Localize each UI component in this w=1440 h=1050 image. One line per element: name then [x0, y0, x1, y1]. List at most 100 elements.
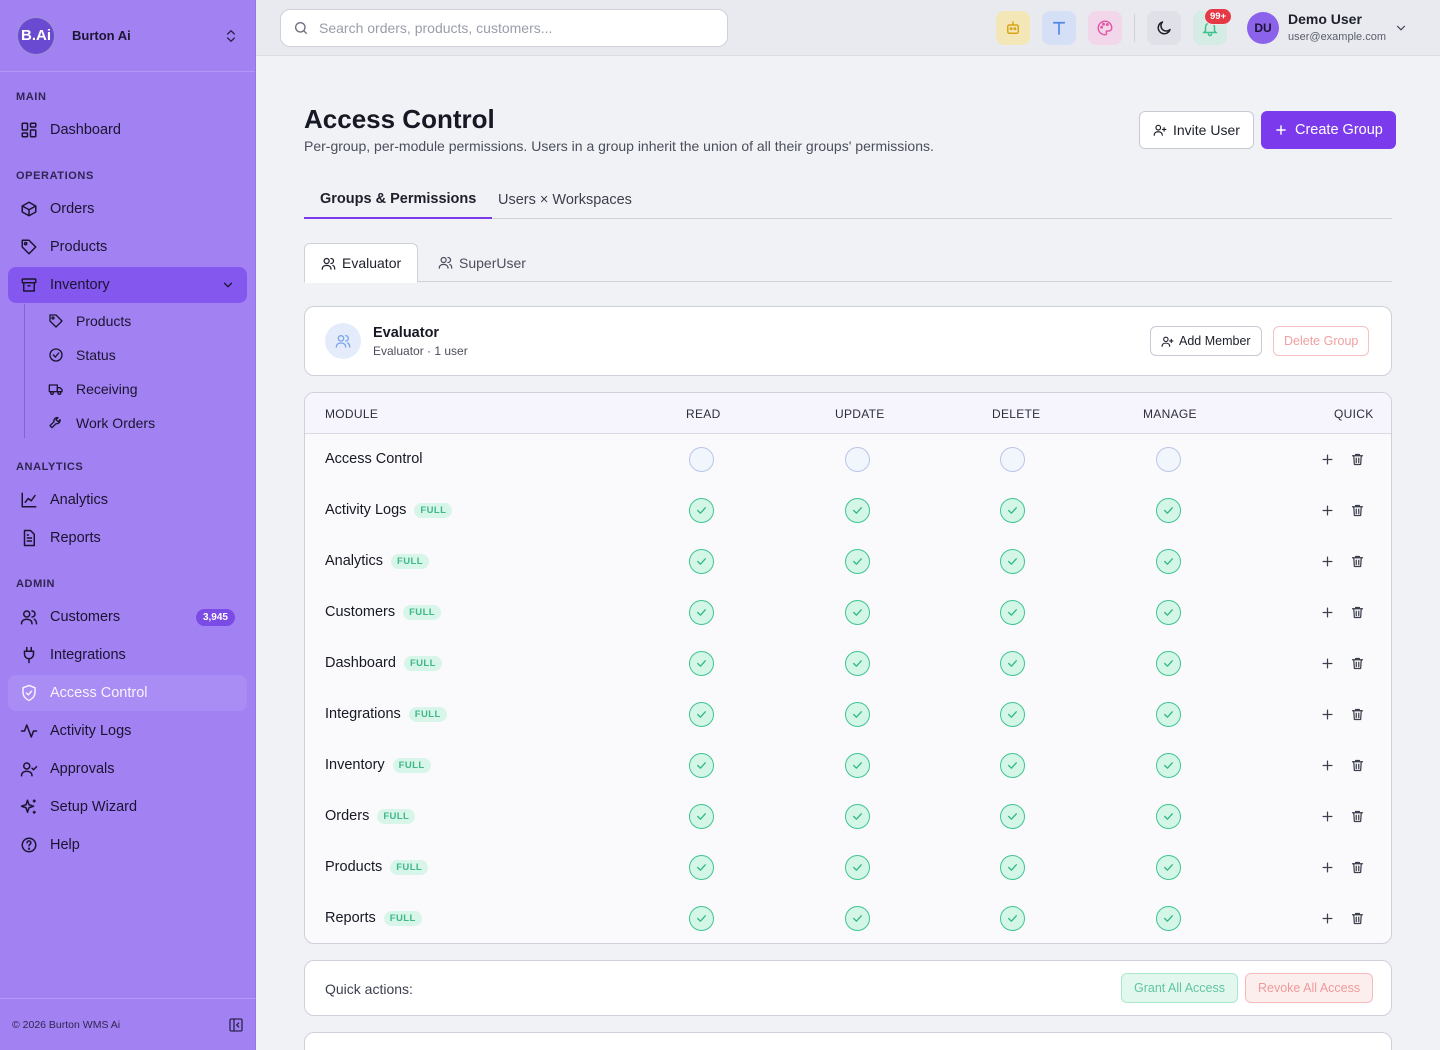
grant-row-plus-icon[interactable] [1320, 503, 1335, 518]
grant-all-access-button[interactable]: Grant All Access [1121, 973, 1239, 1003]
read-permission-toggle[interactable] [689, 804, 714, 829]
delete-permission-toggle[interactable] [1000, 600, 1025, 625]
search-input[interactable] [319, 20, 699, 36]
tab-groups-permissions[interactable]: Groups & Permissions [304, 181, 493, 219]
sidebar-item-integrations[interactable]: Integrations [8, 637, 247, 673]
read-permission-toggle[interactable] [689, 855, 714, 880]
theme-palette-button[interactable] [1088, 11, 1122, 45]
update-permission-toggle[interactable] [845, 651, 870, 676]
group-tab-superuser[interactable]: SuperUser [422, 243, 542, 282]
dark-mode-toggle[interactable] [1147, 11, 1181, 45]
grant-row-plus-icon[interactable] [1320, 758, 1335, 773]
manage-permission-toggle[interactable] [1156, 906, 1181, 931]
update-permission-toggle[interactable] [845, 702, 870, 727]
revoke-row-trash-icon[interactable] [1350, 809, 1365, 824]
sidebar-item-setup-wizard[interactable]: Setup Wizard [8, 789, 247, 825]
chevron-down-icon[interactable] [1394, 21, 1408, 35]
revoke-row-trash-icon[interactable] [1350, 554, 1365, 569]
sidebar-collapse-icon[interactable] [228, 1017, 244, 1033]
manage-permission-toggle[interactable] [1156, 702, 1181, 727]
delete-permission-toggle[interactable] [1000, 702, 1025, 727]
manage-permission-toggle[interactable] [1156, 753, 1181, 778]
delete-permission-toggle[interactable] [1000, 753, 1025, 778]
avatar[interactable]: DU [1247, 12, 1279, 44]
read-permission-toggle[interactable] [689, 447, 714, 472]
revoke-row-trash-icon[interactable] [1350, 860, 1365, 875]
typography-button[interactable] [1042, 11, 1076, 45]
manage-permission-toggle[interactable] [1156, 447, 1181, 472]
revoke-row-trash-icon[interactable] [1350, 452, 1365, 467]
manage-permission-toggle[interactable] [1156, 651, 1181, 676]
update-permission-toggle[interactable] [845, 906, 870, 931]
update-permission-toggle[interactable] [845, 804, 870, 829]
read-permission-toggle[interactable] [689, 753, 714, 778]
grant-row-plus-icon[interactable] [1320, 809, 1335, 824]
update-permission-toggle[interactable] [845, 498, 870, 523]
user-name[interactable]: Demo User [1288, 11, 1362, 27]
sidebar-item-analytics[interactable]: Analytics [8, 482, 247, 518]
sidebar-subitem-receiving[interactable]: Receiving [36, 374, 236, 404]
manage-permission-toggle[interactable] [1156, 498, 1181, 523]
revoke-all-access-button[interactable]: Revoke All Access [1245, 973, 1374, 1003]
read-permission-toggle[interactable] [689, 600, 714, 625]
sidebar-item-orders[interactable]: Orders [8, 191, 247, 227]
delete-permission-toggle[interactable] [1000, 804, 1025, 829]
grant-row-plus-icon[interactable] [1320, 452, 1335, 467]
read-permission-toggle[interactable] [689, 906, 714, 931]
delete-permission-toggle[interactable] [1000, 498, 1025, 523]
sidebar-item-help[interactable]: Help [8, 827, 247, 863]
manage-permission-toggle[interactable] [1156, 549, 1181, 574]
assistant-bot-button[interactable] [996, 11, 1030, 45]
brand-switcher[interactable]: B.Ai Burton Ai [0, 0, 255, 72]
delete-permission-toggle[interactable] [1000, 651, 1025, 676]
read-permission-toggle[interactable] [689, 702, 714, 727]
grant-row-plus-icon[interactable] [1320, 860, 1335, 875]
sidebar-subitem-status[interactable]: Status [36, 340, 236, 370]
update-permission-toggle[interactable] [845, 855, 870, 880]
update-permission-toggle[interactable] [845, 549, 870, 574]
grant-row-plus-icon[interactable] [1320, 554, 1335, 569]
grant-row-plus-icon[interactable] [1320, 911, 1335, 926]
delete-group-button[interactable]: Delete Group [1273, 326, 1370, 356]
sidebar-item-approvals[interactable]: Approvals [8, 751, 247, 787]
read-permission-toggle[interactable] [689, 549, 714, 574]
tab-users-workspaces[interactable]: Users × Workspaces [498, 181, 632, 219]
revoke-row-trash-icon[interactable] [1350, 605, 1365, 620]
invite-user-button[interactable]: Invite User [1139, 111, 1254, 149]
manage-permission-toggle[interactable] [1156, 600, 1181, 625]
sidebar-item-access-control[interactable]: Access Control [8, 675, 247, 711]
manage-permission-toggle[interactable] [1156, 804, 1181, 829]
sidebar-item-label: Setup Wizard [50, 799, 138, 815]
grant-row-plus-icon[interactable] [1320, 656, 1335, 671]
read-permission-toggle[interactable] [689, 498, 714, 523]
sidebar-item-activity-logs[interactable]: Activity Logs [8, 713, 247, 749]
brand-name: Burton Ai [72, 28, 131, 43]
update-permission-toggle[interactable] [845, 447, 870, 472]
revoke-row-trash-icon[interactable] [1350, 707, 1365, 722]
delete-permission-toggle[interactable] [1000, 855, 1025, 880]
grant-row-plus-icon[interactable] [1320, 707, 1335, 722]
delete-permission-toggle[interactable] [1000, 447, 1025, 472]
sidebar-item-dashboard[interactable]: Dashboard [8, 112, 247, 148]
group-tab-evaluator[interactable]: Evaluator [304, 243, 419, 283]
grant-row-plus-icon[interactable] [1320, 605, 1335, 620]
manage-permission-toggle[interactable] [1156, 855, 1181, 880]
sidebar-item-customers[interactable]: Customers 3,945 [8, 599, 247, 635]
sidebar-item-reports[interactable]: Reports [8, 520, 247, 556]
sidebar-item-products[interactable]: Products [8, 229, 247, 265]
revoke-row-trash-icon[interactable] [1350, 656, 1365, 671]
revoke-row-trash-icon[interactable] [1350, 911, 1365, 926]
revoke-row-trash-icon[interactable] [1350, 503, 1365, 518]
search-box[interactable] [280, 9, 728, 47]
sidebar-item-inventory[interactable]: Inventory [8, 267, 247, 303]
update-permission-toggle[interactable] [845, 753, 870, 778]
add-member-button[interactable]: Add Member [1150, 326, 1262, 356]
read-permission-toggle[interactable] [689, 651, 714, 676]
delete-permission-toggle[interactable] [1000, 906, 1025, 931]
delete-permission-toggle[interactable] [1000, 549, 1025, 574]
update-permission-toggle[interactable] [845, 600, 870, 625]
sidebar-subitem-work-orders[interactable]: Work Orders [36, 408, 236, 438]
revoke-row-trash-icon[interactable] [1350, 758, 1365, 773]
create-group-button[interactable]: Create Group [1261, 111, 1396, 149]
sidebar-subitem-products[interactable]: Products [36, 306, 236, 336]
